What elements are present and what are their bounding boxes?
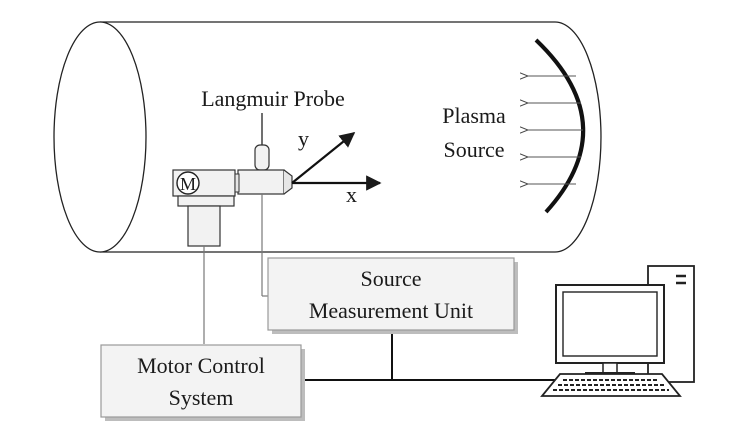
mcs-label-line1: Motor Control bbox=[137, 353, 265, 378]
smu-label-line1: Source bbox=[360, 266, 421, 291]
probe-tip bbox=[254, 144, 270, 171]
chamber-end-ellipse bbox=[53, 21, 147, 253]
source-measurement-unit-box: Source Measurement Unit bbox=[267, 257, 518, 334]
plasma-source-label-line2: Source bbox=[443, 137, 504, 162]
plasma-source: Plasma Source bbox=[442, 38, 586, 214]
motor-symbol-circle bbox=[176, 171, 200, 195]
langmuir-probe-label: Langmuir Probe bbox=[201, 86, 345, 111]
plasma-source-label-line1: Plasma bbox=[442, 103, 506, 128]
motor-base bbox=[187, 205, 221, 247]
coordinate-axes: x y bbox=[291, 126, 382, 207]
y-axis-label: y bbox=[298, 126, 309, 151]
connection-wires bbox=[305, 334, 560, 381]
motor-control-system-box: Motor Control System bbox=[100, 344, 305, 421]
computer-monitor bbox=[555, 284, 665, 374]
x-axis-label: x bbox=[346, 182, 357, 207]
langmuir-probe: Langmuir Probe bbox=[201, 86, 345, 297]
motor-symbol-label: M bbox=[180, 174, 196, 194]
computer-keyboard bbox=[540, 373, 682, 397]
vacuum-chamber bbox=[53, 21, 602, 253]
computer bbox=[540, 265, 695, 397]
mcs-label-line2: System bbox=[169, 385, 234, 410]
smu-label-line2: Measurement Unit bbox=[309, 298, 473, 323]
probe-holder bbox=[237, 169, 285, 195]
motor-mount bbox=[177, 195, 235, 207]
motor: M bbox=[172, 169, 240, 344]
plasma-source-curve bbox=[534, 38, 586, 214]
y-axis-arrow bbox=[291, 132, 356, 184]
